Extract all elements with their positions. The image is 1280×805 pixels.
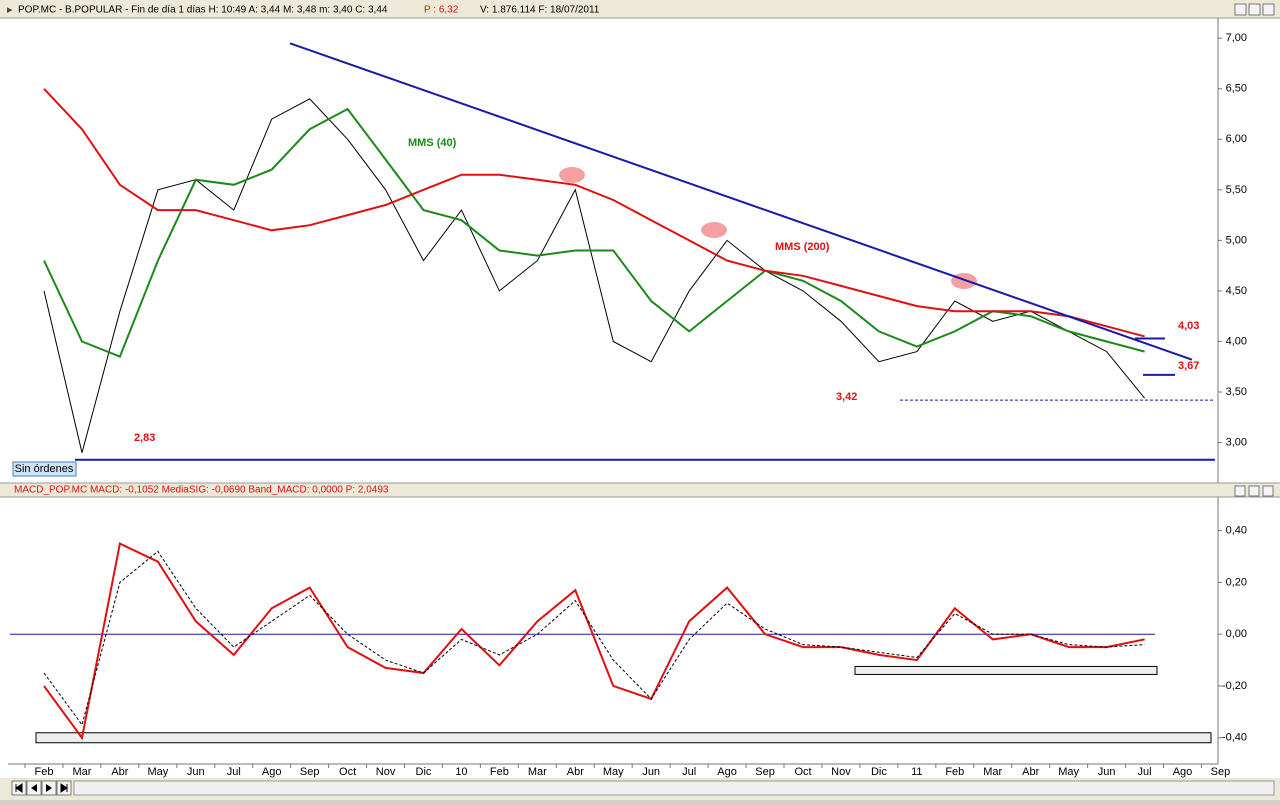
x-tick-label: Feb — [35, 766, 54, 778]
close-button[interactable] — [1262, 485, 1274, 497]
x-tick-label: Jul — [227, 766, 241, 778]
x-tick-label: Sep — [755, 766, 775, 778]
support-box — [854, 665, 1158, 675]
nav-icon — [31, 784, 37, 792]
support-box — [35, 732, 1212, 744]
panel-arrow: ▸ — [7, 4, 13, 16]
x-tick-label: Mar — [528, 766, 547, 778]
minimize-button[interactable] — [1234, 3, 1247, 16]
level-label: 3,67 — [1178, 360, 1199, 372]
x-tick-label: May — [1058, 766, 1079, 778]
level-label: 3,42 — [836, 391, 857, 403]
y-tick-label: 4,00 — [1226, 335, 1247, 347]
highlight — [951, 273, 977, 289]
x-tick-label: Dic — [871, 766, 887, 778]
x-tick-label: Mar — [72, 766, 91, 778]
maximize-button[interactable] — [1248, 3, 1261, 16]
series-label: MMS (200) — [775, 241, 830, 253]
x-tick-label: Abr — [111, 766, 128, 778]
x-tick-label: Sep — [1211, 766, 1231, 778]
close-button[interactable] — [1262, 3, 1275, 16]
macd-header-bar — [0, 483, 1280, 497]
x-tick-label: Ago — [1173, 766, 1193, 778]
y-tick-label: 7,00 — [1226, 32, 1247, 44]
window-buttons — [1234, 485, 1274, 497]
plots: 3,00 3,50 4,00 4,50 5,00 5,50 6,00 6,50 7,00 2,83… — [10, 32, 1247, 778]
window-buttons — [1234, 3, 1275, 16]
y-tick-label: 6,00 — [1226, 133, 1247, 145]
orders-button[interactable] — [12, 461, 77, 477]
x-tick-label: Oct — [794, 766, 811, 778]
x-tick-label: Jun — [1098, 766, 1116, 778]
price-header-bar — [0, 0, 1280, 18]
x-tick-label: 10 — [455, 766, 467, 778]
x-tick-label: Jun — [642, 766, 660, 778]
x-tick-label: Dic — [416, 766, 432, 778]
y-tick-label: -0,40 — [1222, 732, 1247, 744]
highlight — [701, 222, 727, 238]
highlight — [559, 167, 585, 183]
price-header-p: P : 6,32 — [424, 5, 459, 16]
level-label: 4,03 — [1178, 320, 1199, 332]
maximize-button[interactable] — [1248, 485, 1260, 497]
series-line — [43, 107, 1145, 358]
y-tick-label: -0,20 — [1222, 680, 1247, 692]
x-tick-label: Mar — [983, 766, 1002, 778]
x-tick-label: Ago — [262, 766, 282, 778]
series-line — [43, 88, 1145, 338]
x-tick-label: Abr — [1022, 766, 1039, 778]
x-tick-label: Feb — [945, 766, 964, 778]
x-tick-label: Ago — [717, 766, 737, 778]
x-tick-label: Jun — [187, 766, 205, 778]
y-tick-label: 0,00 — [1226, 628, 1247, 640]
series-line — [43, 542, 1145, 741]
nav-icon — [46, 784, 52, 792]
y-tick-label: 3,50 — [1226, 386, 1247, 398]
y-tick-label: 0,20 — [1226, 576, 1247, 588]
y-tick-label: 3,00 — [1226, 436, 1247, 448]
nav-icon — [60, 783, 68, 793]
trend-line — [289, 42, 1193, 361]
scrollbar[interactable] — [73, 780, 1275, 796]
x-tick-label: Feb — [490, 766, 509, 778]
series-line — [43, 550, 1145, 726]
series-line — [43, 98, 1145, 453]
x-tick-label: Nov — [376, 766, 396, 778]
nav-buttons — [11, 780, 1275, 796]
x-tick-label: Oct — [339, 766, 356, 778]
nav-icon — [15, 783, 23, 793]
x-tick-label: Abr — [567, 766, 584, 778]
x-tick-label: May — [603, 766, 624, 778]
price-header: POP.MC - B.POPULAR - Fin de día 1 días H… — [18, 5, 388, 16]
x-tick-label: Nov — [831, 766, 851, 778]
minimize-button[interactable] — [1234, 485, 1246, 497]
macd-header: MACD_POP.MC MACD: -0,1052 MediaSIG: -0,0… — [14, 485, 389, 496]
y-tick-label: 6,50 — [1226, 83, 1247, 95]
y-tick-label: 5,00 — [1226, 234, 1247, 246]
x-tick-label: 11 — [911, 766, 922, 778]
orders-button-label: Sin órdenes — [15, 463, 74, 475]
series-label: MMS (40) — [408, 137, 457, 149]
level-label: 2,83 — [134, 432, 155, 444]
x-tick-label: May — [147, 766, 168, 778]
x-tick-label: Jul — [1138, 766, 1152, 778]
y-tick-label: 5,50 — [1226, 184, 1247, 196]
y-tick-label: 0,40 — [1226, 525, 1247, 537]
x-tick-label: Sep — [300, 766, 320, 778]
price-header-v: V: 1.876.114 F: 18/07/2011 — [480, 5, 600, 16]
y-tick-label: 4,50 — [1226, 285, 1247, 297]
x-tick-label: Jul — [682, 766, 696, 778]
